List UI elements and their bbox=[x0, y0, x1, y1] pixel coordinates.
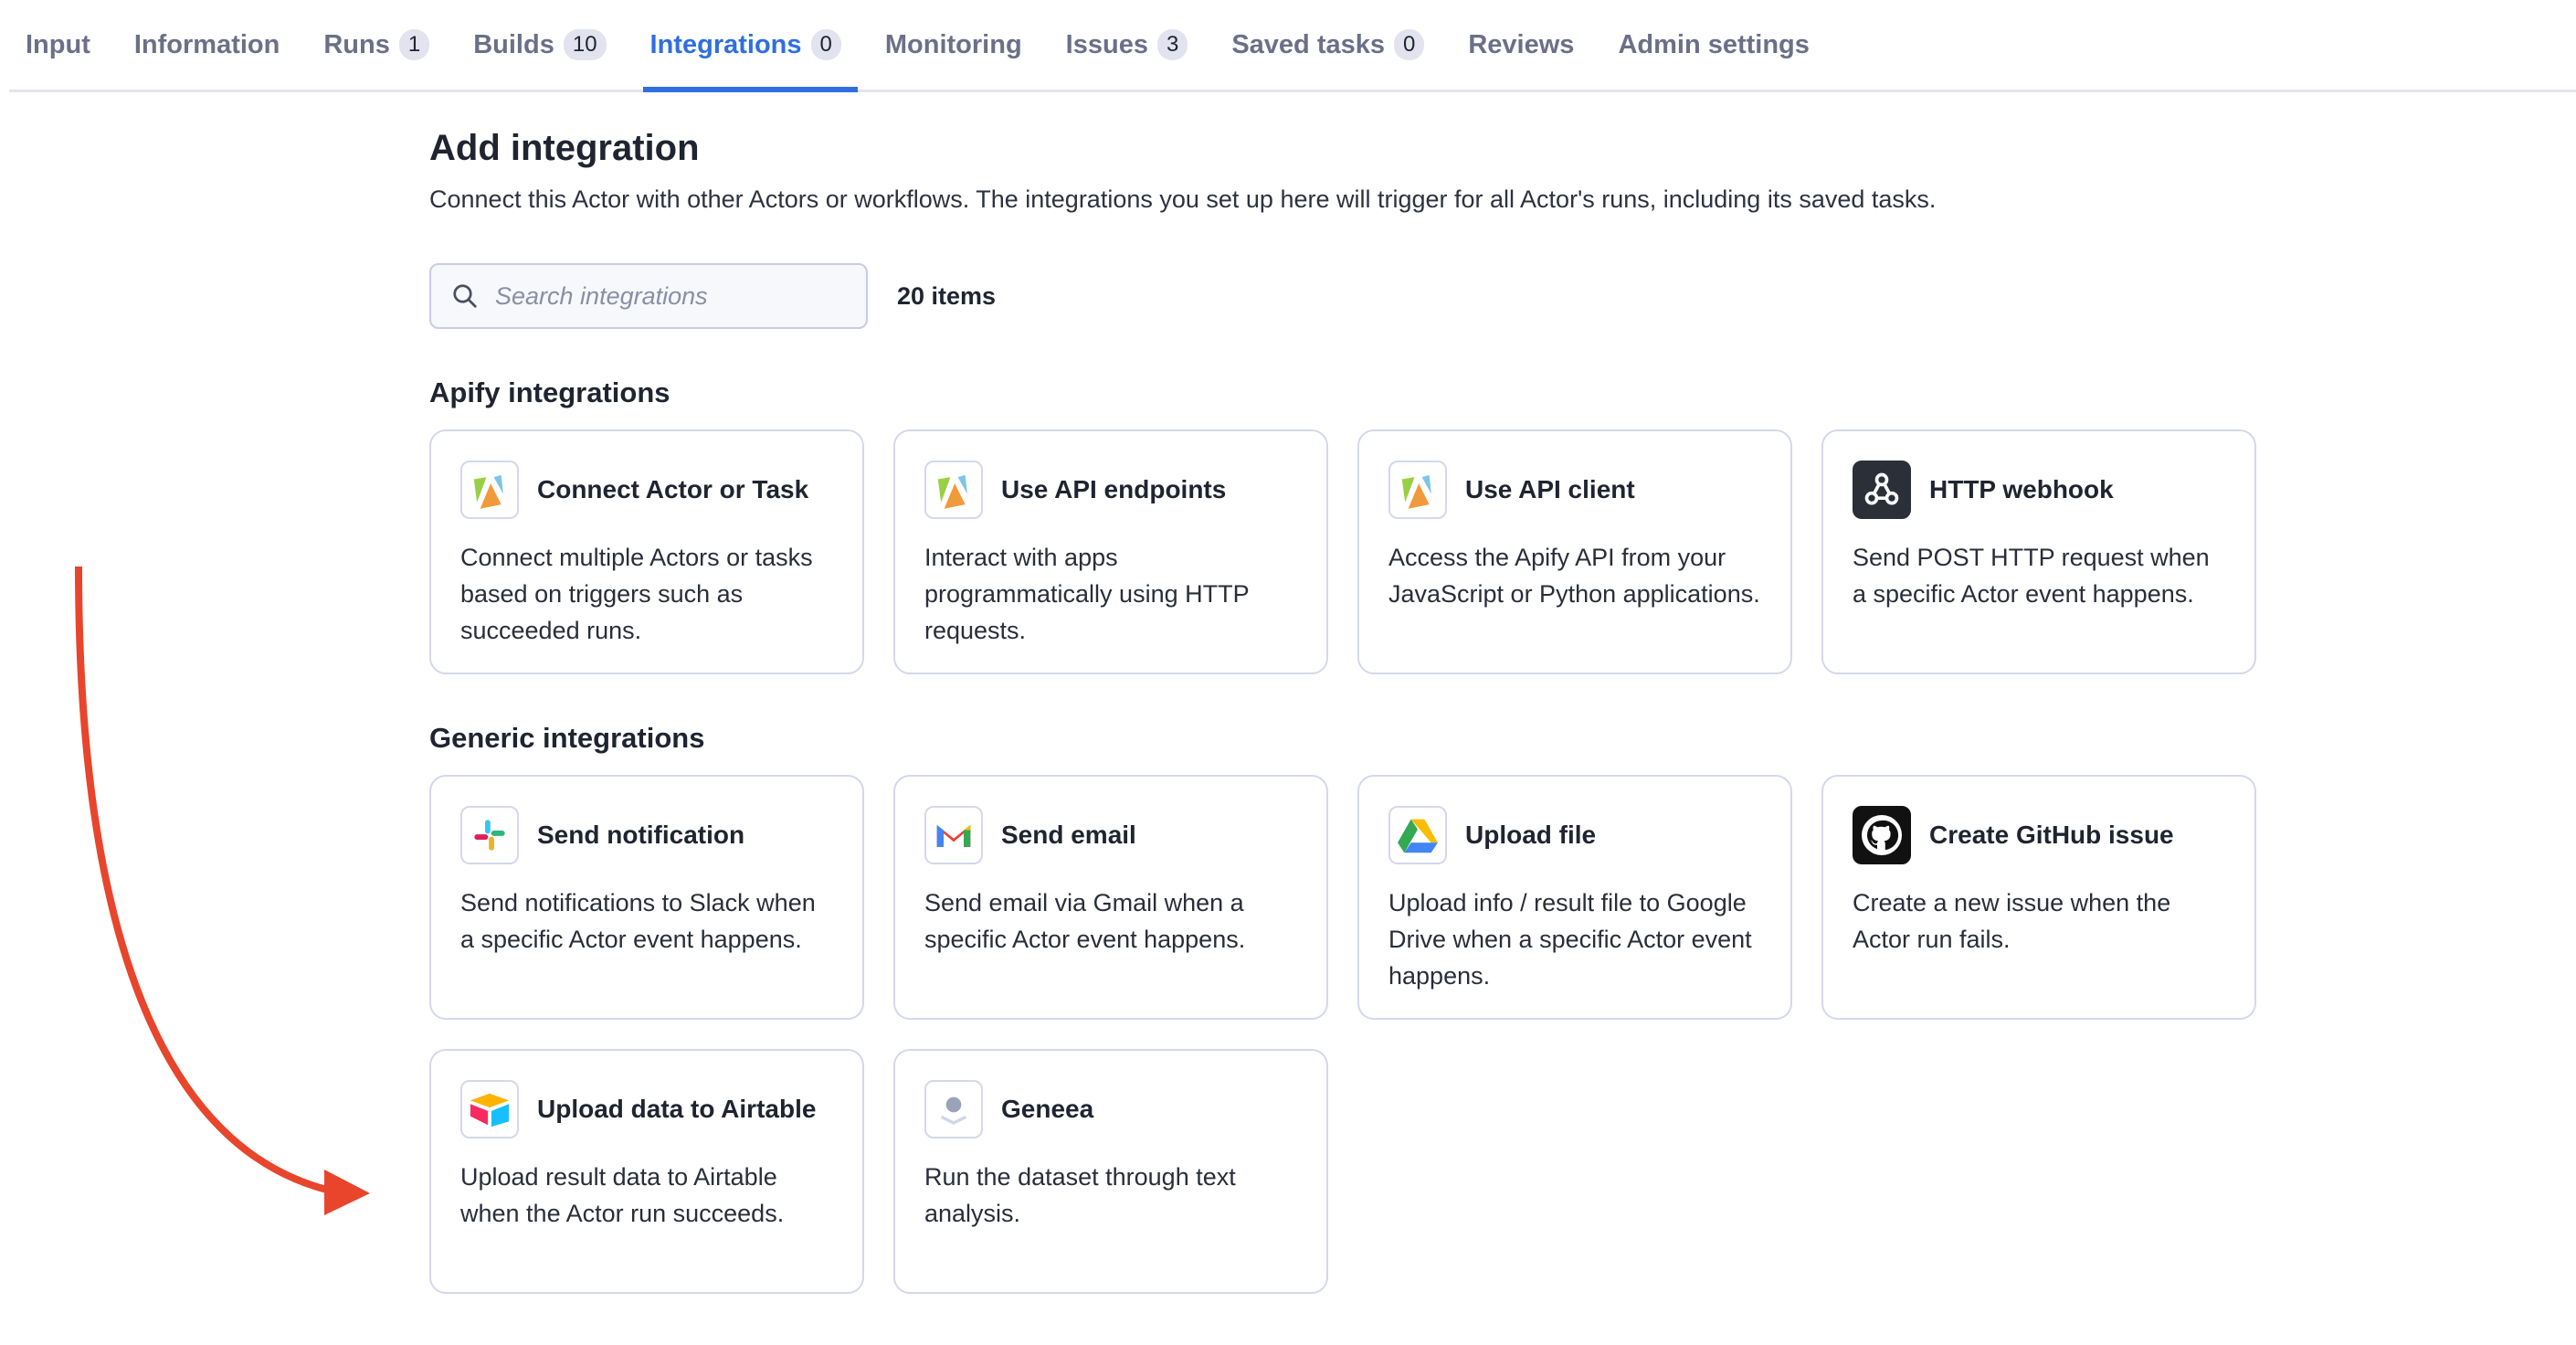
integration-card[interactable]: Create GitHub issue Create a new issue wh… bbox=[1821, 775, 2256, 1020]
integration-title: Send email bbox=[1001, 821, 1136, 849]
integration-description: Connect multiple Actors or tasks based o… bbox=[460, 544, 813, 644]
webhook-icon bbox=[1853, 461, 1911, 519]
integration-description: Create a new issue when the Actor run fa… bbox=[1853, 889, 2171, 953]
apify-logo-icon bbox=[924, 461, 983, 519]
integration-card[interactable]: Send notification Send notifications to S… bbox=[429, 775, 864, 1020]
integration-description: Run the dataset through text analysis. bbox=[924, 1163, 1236, 1227]
integration-title: Send notification bbox=[537, 821, 745, 849]
integration-description: Upload result data to Airtable when the … bbox=[460, 1163, 785, 1227]
integration-card[interactable]: Upload data to Airtable Upload result dat… bbox=[429, 1049, 864, 1294]
gmail-icon bbox=[924, 806, 983, 864]
integration-title: Upload data to Airtable bbox=[537, 1095, 817, 1123]
integration-grid: Send notification Send notifications to S… bbox=[429, 775, 2256, 1294]
integration-card[interactable]: Connect Actor or Task Connect multiple Ac… bbox=[429, 429, 864, 674]
integration-title: Upload file bbox=[1465, 821, 1597, 849]
tab-input[interactable]: Input bbox=[9, 0, 107, 90]
tab-label: Saved tasks bbox=[1231, 29, 1385, 59]
tab-label: Information bbox=[133, 29, 280, 59]
tab-admin-settings[interactable]: Admin settings bbox=[1601, 0, 1825, 90]
tab-monitoring[interactable]: Monitoring bbox=[869, 0, 1039, 90]
tab-count-badge: 3 bbox=[1156, 29, 1188, 60]
tab-builds[interactable]: Builds 10 bbox=[457, 0, 622, 90]
integration-title: Use API client bbox=[1465, 475, 1635, 503]
tab-label: Monitoring bbox=[884, 29, 1022, 59]
integration-description: Send POST HTTP request when a specific A… bbox=[1853, 544, 2210, 608]
tab-integrations[interactable]: Integrations 0 bbox=[634, 0, 859, 92]
tab-count-badge: 0 bbox=[810, 29, 841, 60]
integration-card[interactable]: Geneea Run the dataset through text analy… bbox=[893, 1049, 1328, 1294]
tab-label: Input bbox=[26, 29, 90, 59]
integration-title: HTTP webhook bbox=[1929, 475, 2114, 503]
tab-label: Admin settings bbox=[1618, 29, 1810, 59]
tab-reviews[interactable]: Reviews bbox=[1452, 0, 1590, 90]
search-input[interactable] bbox=[495, 281, 842, 311]
integration-title: Geneea bbox=[1001, 1095, 1094, 1123]
integration-description: Send notifications to Slack when a speci… bbox=[460, 889, 816, 953]
github-icon bbox=[1853, 806, 1911, 864]
integration-description: Send email via Gmail when a specific Act… bbox=[924, 889, 1246, 953]
page-subtitle: Connect this Actor with other Actors or … bbox=[429, 185, 1937, 213]
tab-runs[interactable]: Runs 1 bbox=[307, 0, 446, 90]
integration-card[interactable]: Upload file Upload info / result file to … bbox=[1357, 775, 1792, 1020]
integration-title: Use API endpoints bbox=[1001, 475, 1227, 503]
tab-label: Reviews bbox=[1468, 29, 1575, 59]
tab-count-badge: 0 bbox=[1394, 29, 1425, 60]
integration-card[interactable]: Use API client Access the Apify API from … bbox=[1357, 429, 1792, 674]
tab-label: Runs bbox=[323, 29, 390, 59]
tab-count-badge: 1 bbox=[398, 29, 430, 60]
annotation-arrow bbox=[75, 566, 370, 1215]
integration-card[interactable]: HTTP webhook Send POST HTTP request when … bbox=[1821, 429, 2256, 674]
tab-label: Issues bbox=[1065, 29, 1148, 59]
item-count: 20 items bbox=[897, 281, 997, 310]
slack-icon bbox=[460, 806, 519, 864]
integration-card[interactable]: Use API endpoints Interact with apps prog… bbox=[893, 429, 1328, 674]
tab-saved-tasks[interactable]: Saved tasks 0 bbox=[1215, 0, 1441, 90]
apify-logo-icon bbox=[460, 461, 519, 519]
integration-description: Access the Apify API from your JavaScrip… bbox=[1388, 544, 1760, 608]
apify-logo-icon bbox=[1388, 461, 1447, 519]
integration-description: Upload info / result file to Google Driv… bbox=[1388, 889, 1752, 990]
section-title: Generic integrations bbox=[429, 722, 705, 754]
main-content: Add integration Connect this Actor with … bbox=[429, 128, 2256, 1294]
integration-grid: Connect Actor or Task Connect multiple Ac… bbox=[429, 429, 2256, 674]
search-icon bbox=[453, 284, 477, 308]
tab-label: Builds bbox=[473, 29, 554, 59]
integration-title: Connect Actor or Task bbox=[537, 475, 809, 503]
tab-label: Integrations bbox=[649, 29, 802, 59]
page-title: Add integration bbox=[429, 128, 700, 168]
geneea-icon bbox=[924, 1080, 983, 1138]
google-drive-icon bbox=[1388, 806, 1447, 864]
integration-title: Create GitHub issue bbox=[1929, 821, 2174, 849]
section-title: Apify integrations bbox=[429, 376, 670, 408]
tab-count-badge: 10 bbox=[563, 29, 607, 60]
airtable-icon bbox=[460, 1080, 519, 1138]
search-box[interactable] bbox=[429, 263, 868, 329]
tab-issues[interactable]: Issues 3 bbox=[1050, 0, 1205, 90]
tab-bar: Input Information Runs 1 Builds 10 Integration… bbox=[9, 0, 2576, 92]
integration-description: Interact with apps programmatically usin… bbox=[924, 544, 1250, 644]
tab-information[interactable]: Information bbox=[118, 0, 297, 90]
integration-card[interactable]: Send email Send email via Gmail when a sp… bbox=[893, 775, 1328, 1020]
